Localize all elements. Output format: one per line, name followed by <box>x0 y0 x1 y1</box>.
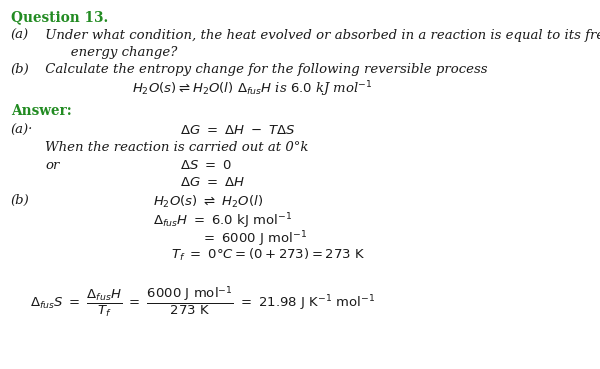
Text: $=\ 6000\ \mathrm{J\ mol^{-1}}$: $=\ 6000\ \mathrm{J\ mol^{-1}}$ <box>201 230 307 249</box>
Text: (b): (b) <box>11 63 29 76</box>
Text: Question 13.: Question 13. <box>11 10 108 24</box>
Text: (a): (a) <box>11 29 29 42</box>
Text: (a)·: (a)· <box>11 124 33 137</box>
Text: $\Delta_{fus}S\ =\ \dfrac{\Delta_{fus}H}{T_f}\ =\ \dfrac{6000\ \mathrm{J\ mol^{-: $\Delta_{fus}S\ =\ \dfrac{\Delta_{fus}H}… <box>30 284 376 319</box>
Text: (b): (b) <box>11 194 29 207</box>
Text: $H_2O(s)\ \rightleftharpoons\ H_2O(l)$: $H_2O(s)\ \rightleftharpoons\ H_2O(l)$ <box>153 194 263 210</box>
Text: Under what condition, the heat evolved or absorbed in a reaction is equal to its: Under what condition, the heat evolved o… <box>41 29 600 42</box>
Text: $\Delta_{fus}H\ =\ 6.0\ \mathrm{kJ\ mol^{-1}}$: $\Delta_{fus}H\ =\ 6.0\ \mathrm{kJ\ mol^… <box>153 212 292 231</box>
Text: $H_2O(s) \rightleftharpoons H_2O(l)\ \Delta_{fus}H$ is $6.0$ kJ mol$^{-1}$: $H_2O(s) \rightleftharpoons H_2O(l)\ \De… <box>132 80 373 99</box>
Text: $\Delta G\ =\ \Delta H$: $\Delta G\ =\ \Delta H$ <box>180 176 245 189</box>
Text: energy change?: energy change? <box>41 46 177 59</box>
Text: or: or <box>45 159 59 172</box>
Text: $\Delta S\ =\ 0$: $\Delta S\ =\ 0$ <box>180 159 232 172</box>
Text: Answer:: Answer: <box>11 104 71 118</box>
Text: $T_f\ =\ 0°C = (0 + 273) = 273\ \mathrm{K}$: $T_f\ =\ 0°C = (0 + 273) = 273\ \mathrm{… <box>171 247 365 263</box>
Text: When the reaction is carried out at 0°k: When the reaction is carried out at 0°k <box>45 141 308 154</box>
Text: $\Delta G\ =\ \Delta H\ -\ T\Delta S$: $\Delta G\ =\ \Delta H\ -\ T\Delta S$ <box>180 124 295 137</box>
Text: Calculate the entropy change for the following reversible process: Calculate the entropy change for the fol… <box>41 63 487 76</box>
